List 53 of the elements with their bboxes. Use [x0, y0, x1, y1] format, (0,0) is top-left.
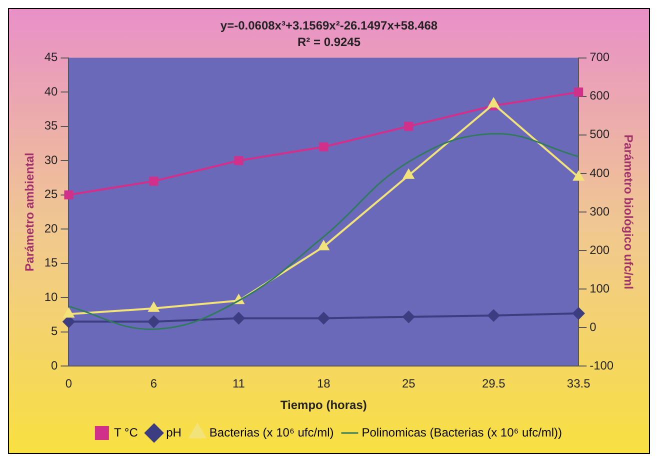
point [232, 312, 245, 324]
y-tick-label: 35 [44, 118, 58, 133]
x-tick-label: 0 [65, 376, 72, 391]
point [63, 308, 74, 318]
y2-tick-label: -100 [590, 358, 614, 373]
y2-tick-label: 700 [590, 50, 610, 64]
y-tick-label: 15 [44, 256, 58, 270]
point [488, 309, 500, 322]
point [318, 240, 329, 250]
y-tick-label: 40 [44, 84, 58, 98]
point [318, 312, 330, 324]
x-axis-title: Tiempo (horas) [280, 398, 367, 412]
x-tick-label: 18 [316, 376, 331, 391]
legend-label: T °C [114, 425, 138, 440]
y2-tick-label: 0 [590, 320, 597, 334]
point [319, 142, 328, 152]
point [572, 307, 585, 320]
chart-title: y=-0.0608x³+3.1569x²-26.1497x+58.468 [220, 18, 438, 33]
point [148, 316, 160, 328]
legend-label: Bacterias (x 10⁶ ufc/ml) [209, 425, 334, 440]
point [149, 176, 158, 186]
y-tick-label: 30 [44, 152, 58, 167]
y-tick-label: 25 [44, 187, 58, 202]
y-axis-title: Parámetro ambiental [22, 152, 37, 272]
y2-tick-label: 600 [590, 88, 610, 103]
y-tick-label: 45 [44, 50, 58, 64]
point [488, 98, 499, 108]
x-tick-label: 11 [232, 376, 246, 391]
x-tick-label: 29.5 [482, 376, 506, 391]
point [404, 122, 414, 131]
y2-axis-title: Parámetro biológico ufc/ml [621, 134, 636, 290]
x-tick-label: 25 [402, 376, 416, 391]
x-tick-label: 33.5 [566, 376, 591, 391]
point [573, 171, 584, 181]
y2-tick-label: 300 [590, 204, 610, 218]
y-tick-label: 10 [44, 290, 58, 304]
y2-tick-label: 200 [590, 242, 610, 257]
chart-subtitle: R² = 0.9245 [297, 34, 361, 49]
y2-tick-label: 400 [590, 166, 610, 180]
y-tick-label: 20 [44, 221, 58, 236]
point [574, 88, 584, 97]
y-tick-label: 5 [51, 324, 58, 338]
point [402, 310, 415, 323]
y-tick-label: 0 [51, 358, 58, 373]
legend-label: Polinomicas (Bacterias (x 10⁶ ufc/ml)) [362, 425, 562, 440]
legend-label: pH [166, 425, 182, 440]
point [403, 169, 414, 179]
y2-tick-label: 500 [590, 127, 610, 142]
y2-tick-label: 100 [590, 281, 610, 296]
point [148, 302, 160, 312]
x-tick-label: 6 [150, 376, 158, 391]
point [64, 190, 74, 200]
point [234, 156, 244, 166]
